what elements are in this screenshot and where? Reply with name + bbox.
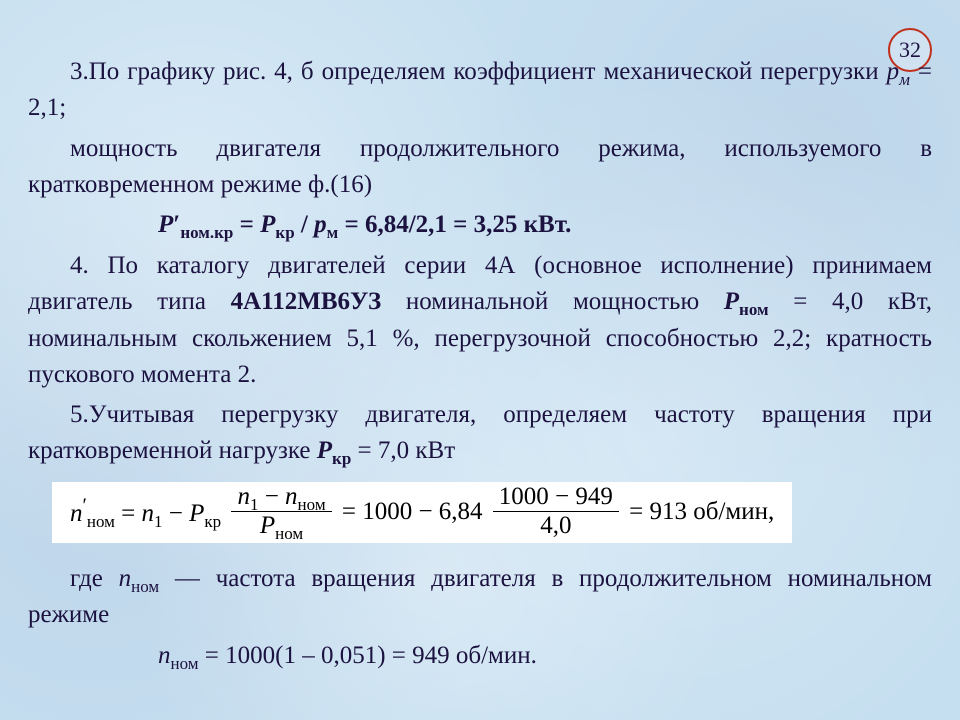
eq2-frac2: 1000 − 949 4,0 xyxy=(493,484,619,540)
eq2-mid1: = 1000 − 6,84 xyxy=(342,497,489,524)
eq2-n1-sub: 1 xyxy=(154,512,163,531)
eq2-tail: = 913 об/мин, xyxy=(629,497,774,524)
para-3b: мощность двигателя продолжительного режи… xyxy=(28,131,932,204)
para-6: где nном — частота вращения двигателя в … xyxy=(28,561,932,634)
eq1-tail: = 6,84/2,1 = 3,25 кВт. xyxy=(338,211,571,238)
eq1-pm-sub: м xyxy=(327,223,339,242)
eq3-tail: = 1000(1 – 0,051) = 949 об/мин. xyxy=(199,642,537,669)
var-pm: р xyxy=(887,58,900,85)
var-Pkr: Р xyxy=(317,437,332,464)
eq2-f2-num: 1000 − 949 xyxy=(493,484,619,512)
eq1-eq: = xyxy=(233,211,260,238)
eq1-Pkr-sub: кр xyxy=(275,223,294,242)
eq2-f1-nb: n xyxy=(285,483,298,510)
eq2-minus: − xyxy=(163,500,190,527)
para-5: 5.Учитывая перегрузку двигателя, определ… xyxy=(28,397,932,470)
para-3b-text: мощность двигателя продолжительного режи… xyxy=(28,135,932,198)
var-nnom: n xyxy=(119,565,132,592)
para-5-a: 5.Учитывая перегрузку двигателя, определ… xyxy=(28,401,932,464)
equation-3: nном = 1000(1 – 0,051) = 949 об/мин. xyxy=(28,638,932,673)
var-pm-sub: м xyxy=(899,70,910,89)
var-Pkr-sub: кр xyxy=(332,449,351,468)
eq2-f1-na: n xyxy=(237,483,250,510)
para-4-b: номинальной мощностью xyxy=(381,288,724,315)
equation-1: Р′ном.кр = Ркр / рм = 6,84/2,1 = 3,25 кВ… xyxy=(28,207,932,242)
eq2-frac1: n1 − nном Pном xyxy=(231,484,331,540)
eq3-n: n xyxy=(158,642,171,669)
eq2-Pkr: P xyxy=(189,500,204,527)
eq2-n: n xyxy=(70,500,83,527)
eq2-n1: n xyxy=(142,500,155,527)
para-3-lead: 3.По графику рис. 4, б определяем коэффи… xyxy=(70,58,887,85)
eq2-eq: = xyxy=(115,500,142,527)
para-3: 3.По графику рис. 4, б определяем коэффи… xyxy=(28,54,932,127)
eq2-f2-den: 4,0 xyxy=(493,512,619,539)
var-Pnom-sub: ном xyxy=(739,300,769,319)
equation-2: n′ном = n1 − Pкр n1 − nном Pном = 1000 −… xyxy=(52,482,792,544)
eq1-slash: / xyxy=(295,211,314,238)
para-6-a: где xyxy=(70,565,119,592)
eq1-lhs-sub: ном.кр xyxy=(180,223,233,242)
eq1-P: Р xyxy=(158,211,173,238)
var-Pnom: Р xyxy=(724,288,739,315)
para-5-b: = 7,0 кВт xyxy=(351,437,455,464)
eq1-Pkr: Р xyxy=(260,211,275,238)
eq3-n-sub: ном xyxy=(171,654,199,673)
var-nnom-sub: ном xyxy=(131,577,159,596)
motor-type: 4А112МВ6УЗ xyxy=(231,288,382,315)
eq2-f1-dsub: ном xyxy=(275,524,303,543)
eq2-nnom-sub: ном xyxy=(87,512,115,531)
eq2-f1-dash: − xyxy=(258,483,285,510)
slide-content: 3.По графику рис. 4, б определяем коэффи… xyxy=(28,54,932,679)
eq1-pm: р xyxy=(314,211,327,238)
para-4: 4. По каталогу двигателей серии 4А (осно… xyxy=(28,248,932,393)
eq2-f1-dP: P xyxy=(260,512,275,539)
eq2-Pkr-sub: кр xyxy=(204,512,221,531)
para-6-b: — частота вращения двигателя в продолжит… xyxy=(28,565,932,628)
eq2-f1-ns2: ном xyxy=(298,495,326,514)
